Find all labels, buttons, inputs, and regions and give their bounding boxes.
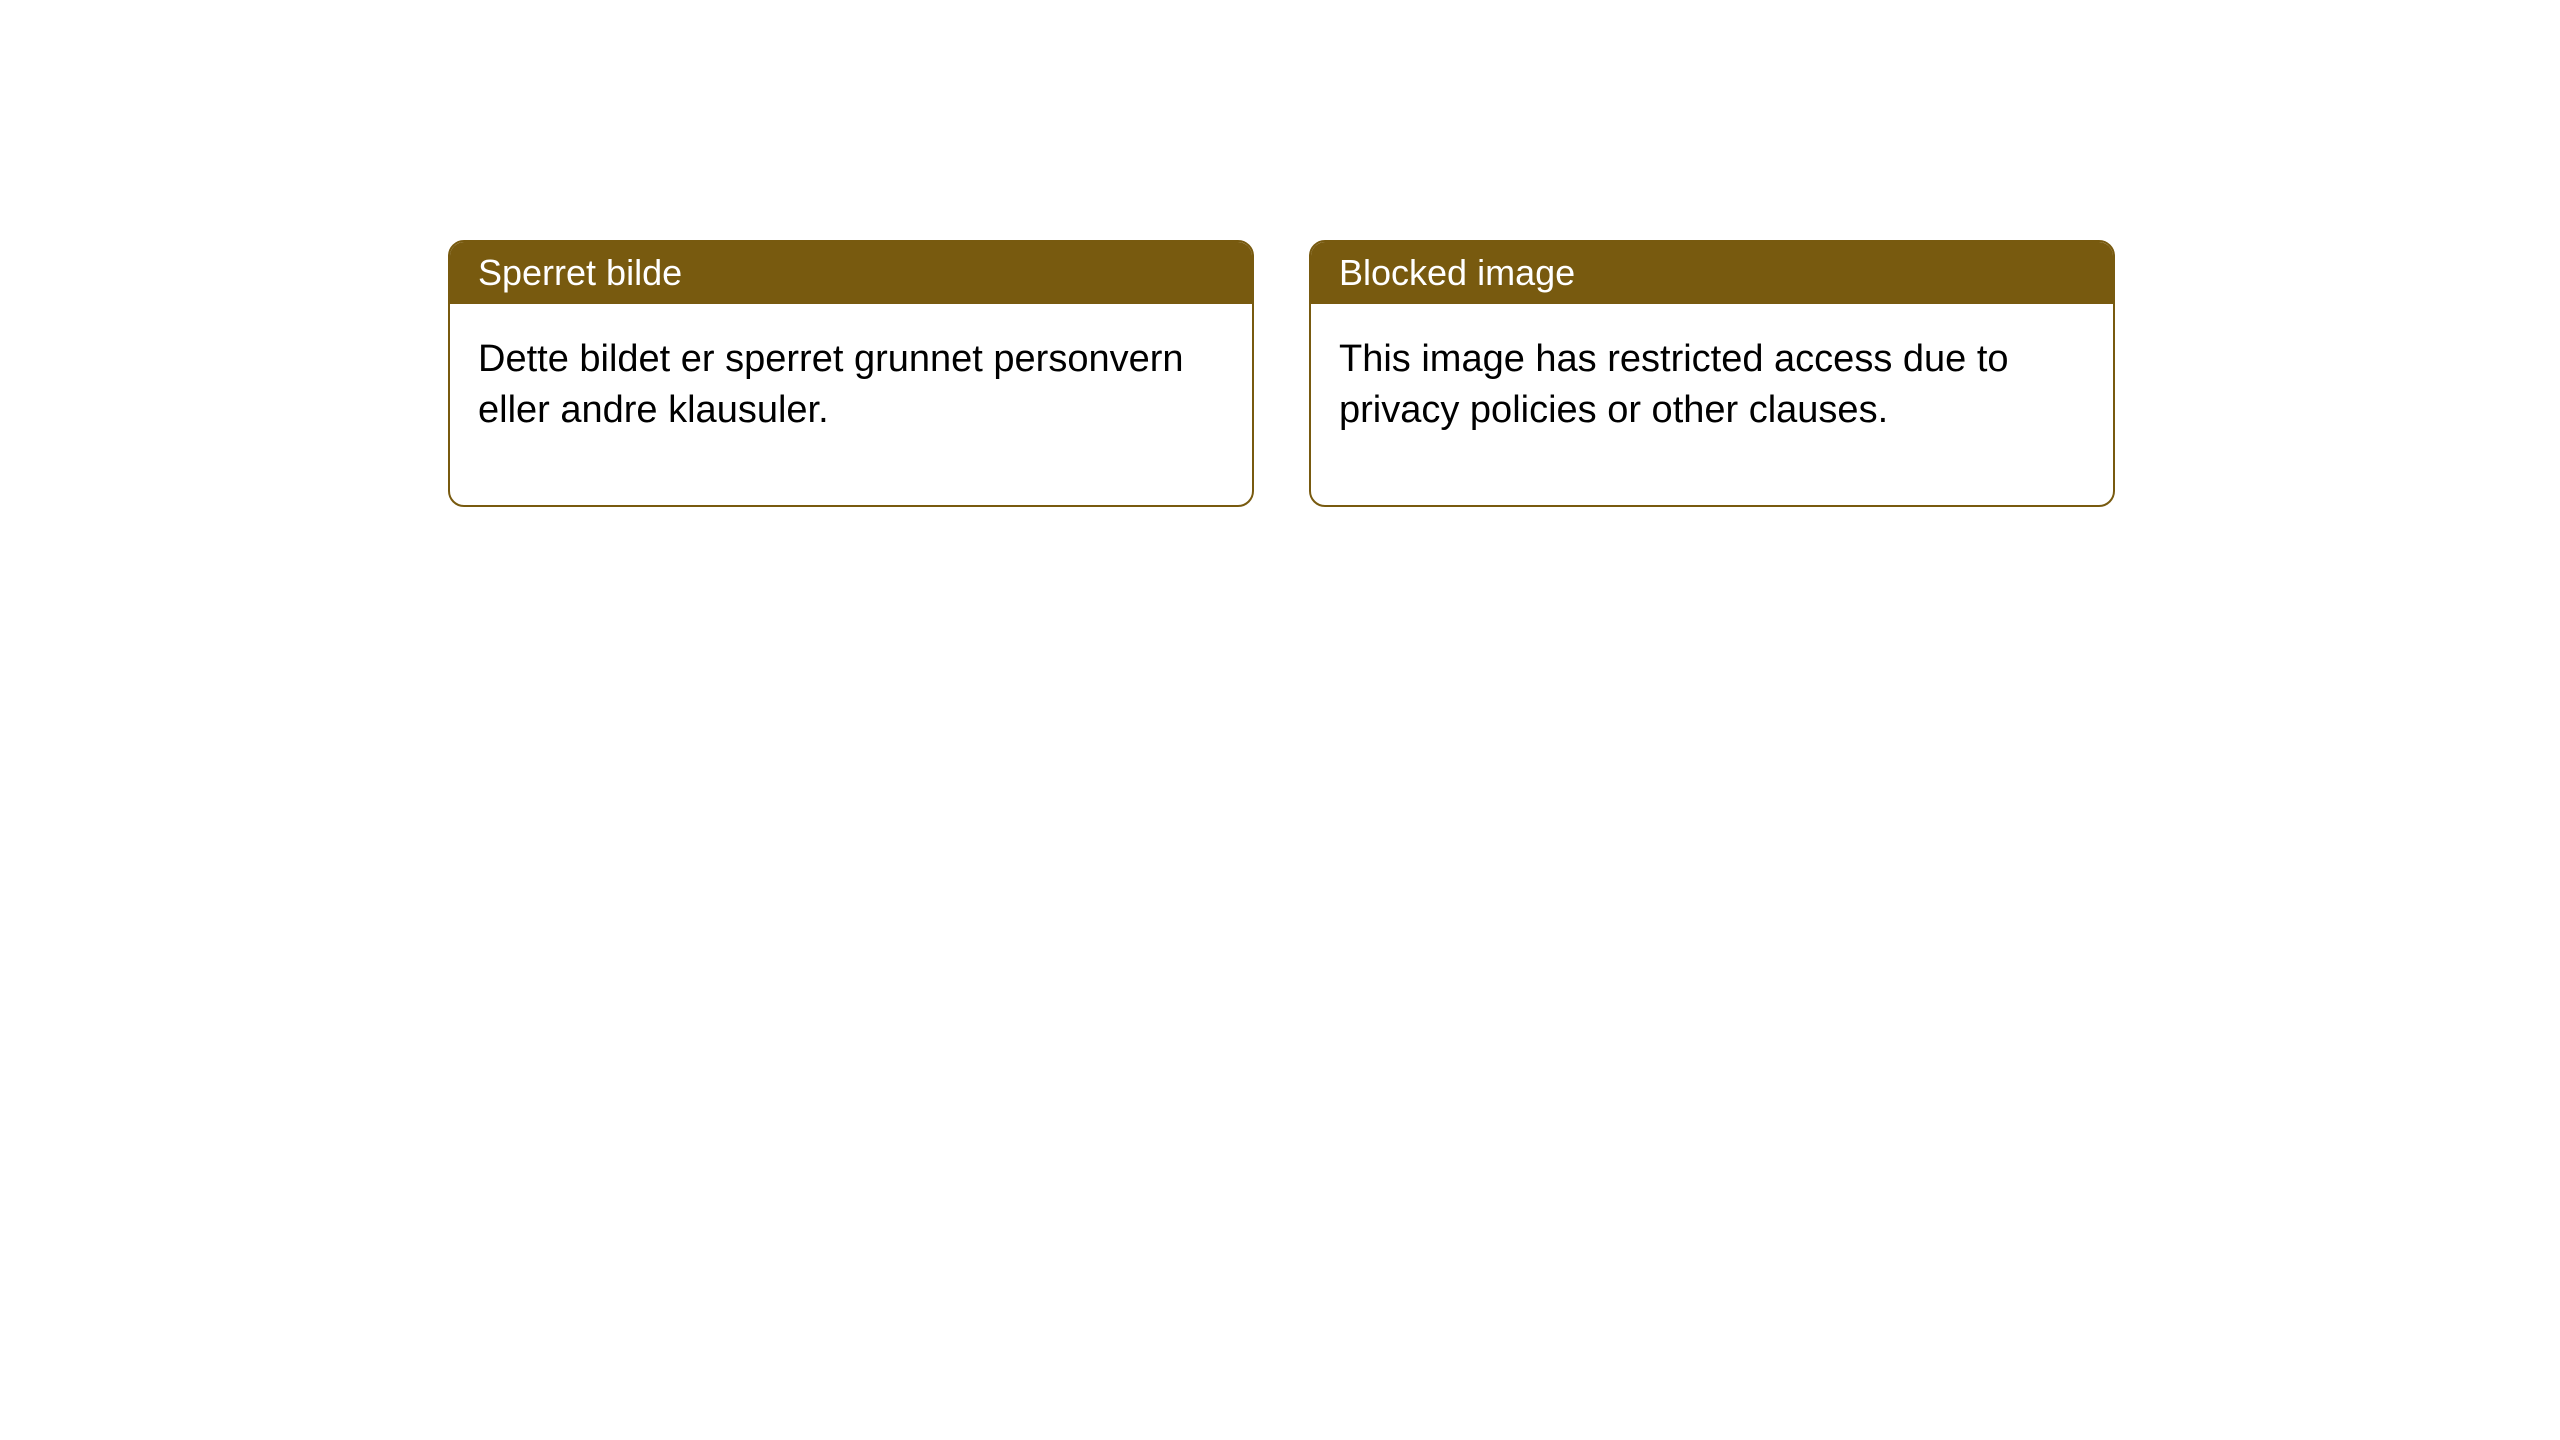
notice-body-english: This image has restricted access due to … xyxy=(1311,304,2113,505)
notice-body-norwegian: Dette bildet er sperret grunnet personve… xyxy=(450,304,1252,505)
notice-box-norwegian: Sperret bilde Dette bildet er sperret gr… xyxy=(448,240,1254,507)
notice-container: Sperret bilde Dette bildet er sperret gr… xyxy=(448,240,2115,507)
notice-box-english: Blocked image This image has restricted … xyxy=(1309,240,2115,507)
notice-title-english: Blocked image xyxy=(1311,242,2113,304)
notice-title-norwegian: Sperret bilde xyxy=(450,242,1252,304)
